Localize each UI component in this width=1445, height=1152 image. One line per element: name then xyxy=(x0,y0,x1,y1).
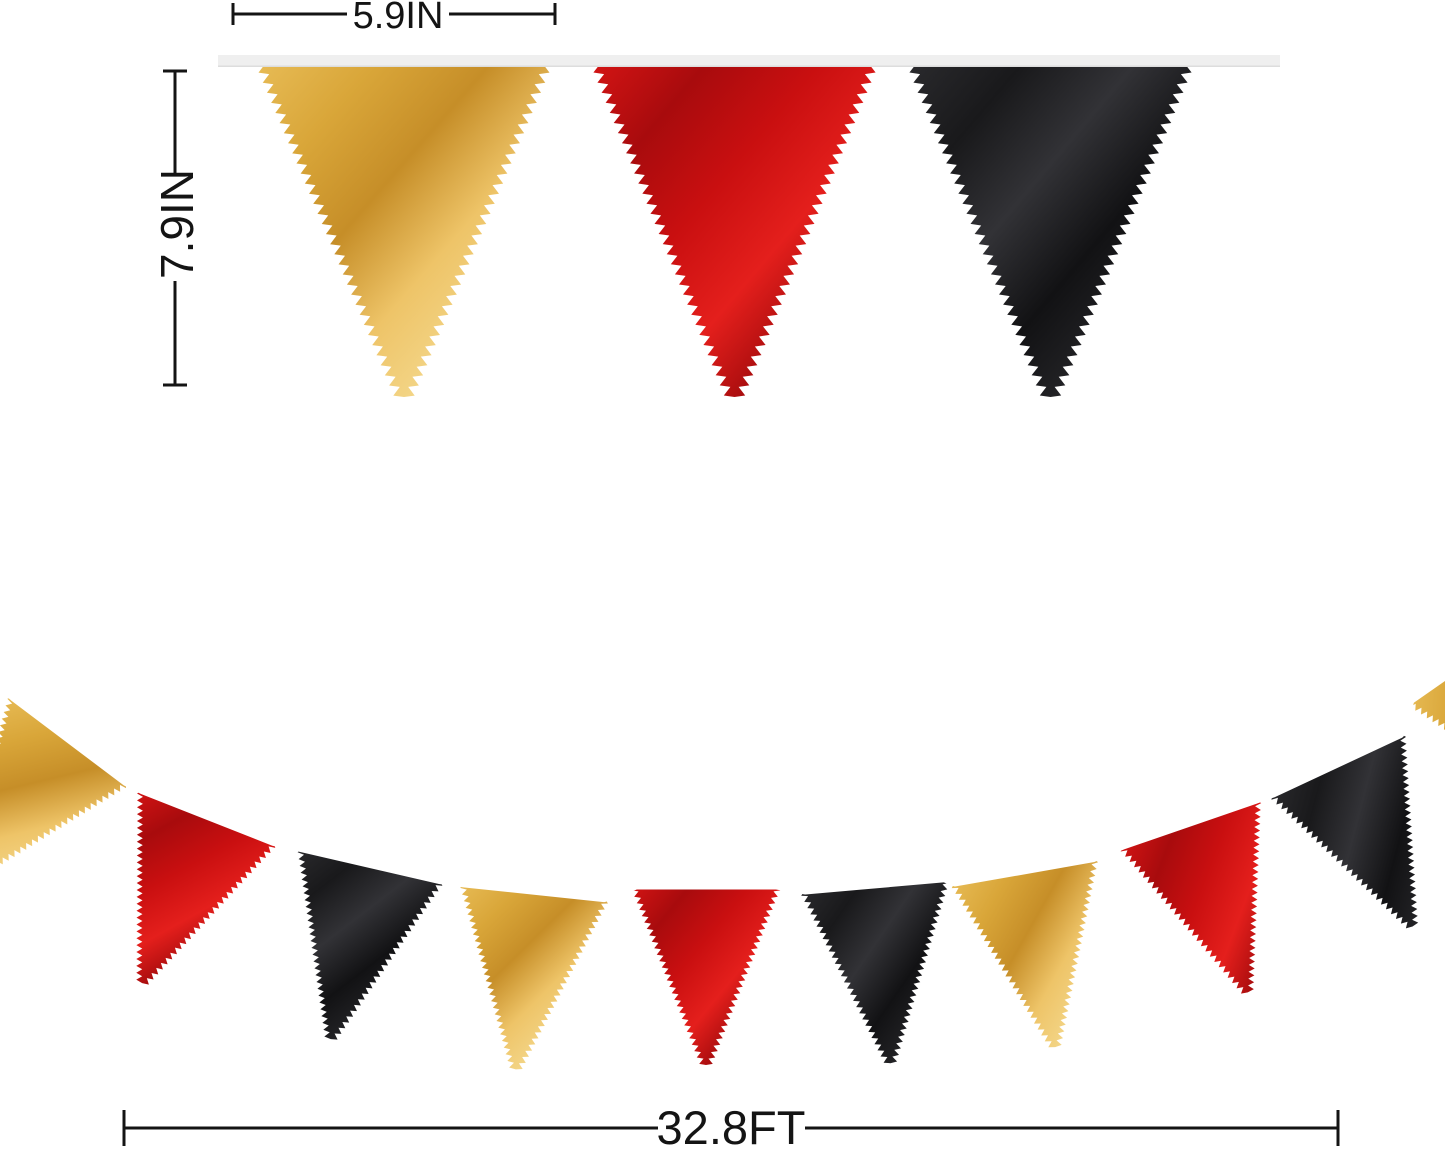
garland-pennant-3-black xyxy=(297,848,443,1040)
garland-flags xyxy=(0,619,1445,1070)
garland-pennant-9-black xyxy=(1271,733,1419,929)
garland-pennant-6-black xyxy=(801,877,950,1064)
top-banner-flags xyxy=(258,64,1192,397)
garland-pennant-5-red xyxy=(631,885,781,1065)
top-pennant-red xyxy=(593,64,876,397)
dimension-annotations: 5.9IN 7.9IN 32.8FT xyxy=(122,0,1340,1152)
garland-string xyxy=(0,670,1445,903)
garland-pennant-10-gold xyxy=(1409,619,1445,811)
hanging-strip-shadow xyxy=(218,65,1280,67)
hanging-strip xyxy=(218,55,1280,67)
top-pennant-gold xyxy=(258,64,550,397)
garland-pennant-4-gold xyxy=(460,883,608,1070)
hanging-strip-layer xyxy=(218,55,1280,67)
flag-height-label: 7.9IN xyxy=(151,169,203,279)
garland-pennant-1-gold xyxy=(0,697,126,887)
garland-string-layer xyxy=(0,670,1445,903)
flag-width-label: 5.9IN xyxy=(353,0,444,37)
garland-pennant-8-red xyxy=(1120,799,1262,994)
garland-pennant-2-red xyxy=(136,790,276,985)
top-pennant-black xyxy=(909,64,1192,397)
banner-length-label: 32.8FT xyxy=(657,1101,806,1152)
garland-pennant-7-gold xyxy=(951,857,1099,1048)
